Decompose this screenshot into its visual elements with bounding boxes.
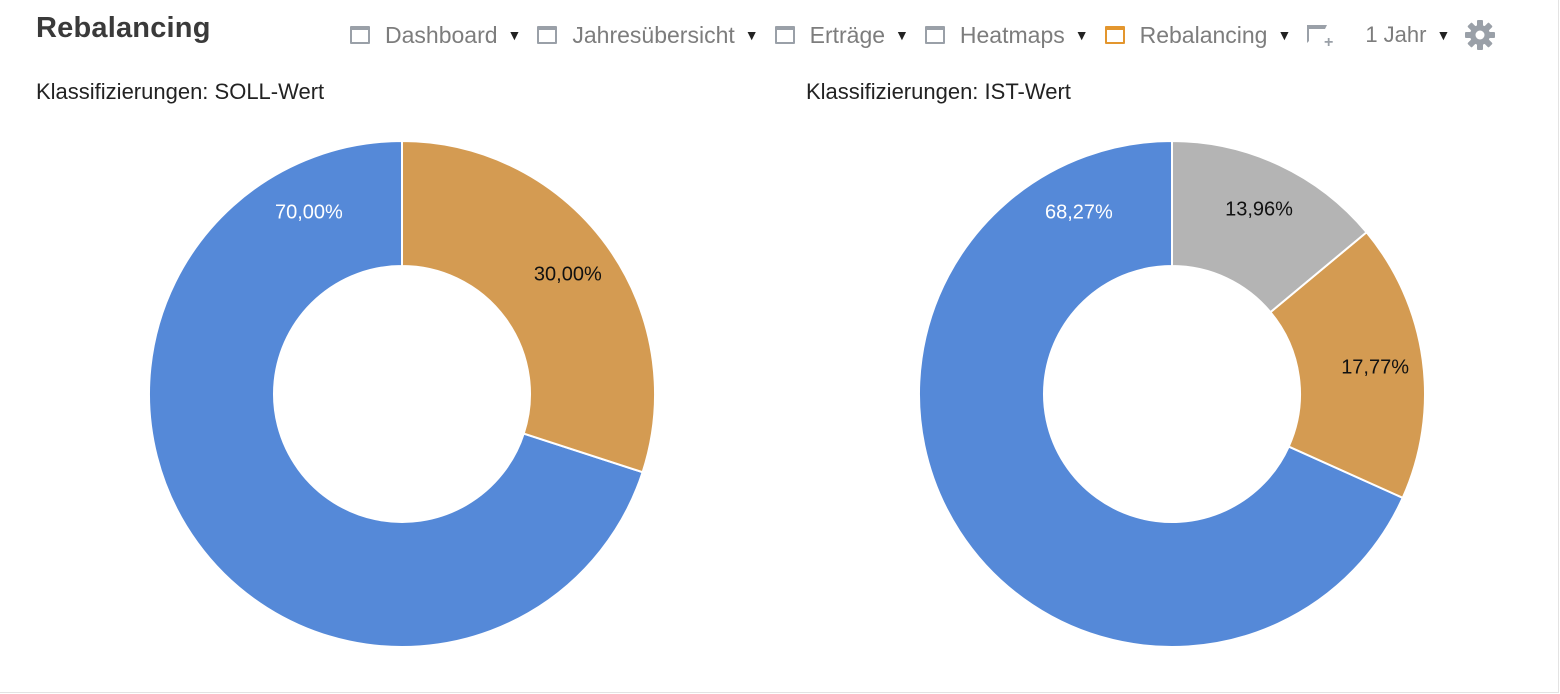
nav-item-jahresuebersicht[interactable]: Jahresübersicht ▼ <box>537 21 759 49</box>
window-icon <box>537 26 558 44</box>
donut-slice[interactable] <box>401 139 656 474</box>
period-select[interactable]: 1 Jahr ▼ <box>1365 22 1450 48</box>
donut-chart-soll: 70,00% 30,00% <box>147 139 656 648</box>
slice-label: 68,27% <box>1045 201 1113 223</box>
donut-slice[interactable] <box>1269 230 1426 500</box>
window-icon <box>774 26 795 44</box>
chart-title-ist: Klassifizierungen: IST-Wert <box>806 79 1071 104</box>
caret-down-icon: ▼ <box>1436 27 1451 43</box>
window-icon <box>1104 26 1125 44</box>
window-icon <box>924 26 945 44</box>
chart-title-soll: Klassifizierungen: SOLL-Wert <box>36 79 325 104</box>
slice-label: 13,96% <box>1225 198 1293 220</box>
slice-label: 17,77% <box>1341 356 1409 378</box>
caret-down-icon: ▼ <box>1277 27 1292 43</box>
page-title: Rebalancing <box>36 12 211 44</box>
nav-item-dashboard[interactable]: Dashboard ▼ <box>350 22 521 49</box>
nav-item-label: Jahresübersicht <box>572 21 735 48</box>
donut-chart-ist: 68,27% 17,77% 13,96% <box>918 139 1426 648</box>
caret-down-icon: ▼ <box>744 27 759 43</box>
nav-item-label: Heatmaps <box>959 21 1065 48</box>
caret-down-icon: ▼ <box>1074 27 1089 43</box>
donut-slice[interactable] <box>147 139 644 648</box>
caret-down-icon: ▼ <box>895 27 909 43</box>
nav-item-heatmaps[interactable]: Heatmaps ▼ <box>924 21 1089 49</box>
period-label: 1 Jahr <box>1365 22 1427 47</box>
add-widget-icon[interactable]: + <box>1307 24 1333 51</box>
donut-slice[interactable] <box>918 139 1405 648</box>
nav-item-ertraege[interactable]: Erträge ▼ <box>774 21 909 49</box>
nav-item-label: Dashboard <box>385 21 498 48</box>
nav-item-rebalancing[interactable]: Rebalancing ▼ <box>1104 21 1292 49</box>
slice-label: 30,00% <box>534 264 602 286</box>
nav-item-label: Erträge <box>809 21 886 48</box>
window-icon <box>350 26 370 44</box>
gear-icon[interactable] <box>1464 19 1496 51</box>
caret-down-icon: ▼ <box>507 27 522 43</box>
donut-slice[interactable] <box>1171 139 1368 314</box>
slice-label: 70,00% <box>275 201 343 223</box>
nav-item-label: Rebalancing <box>1139 21 1268 48</box>
widget-nav: Dashboard ▼ Jahresübersicht ▼ Erträge ▼ … <box>350 18 1496 52</box>
